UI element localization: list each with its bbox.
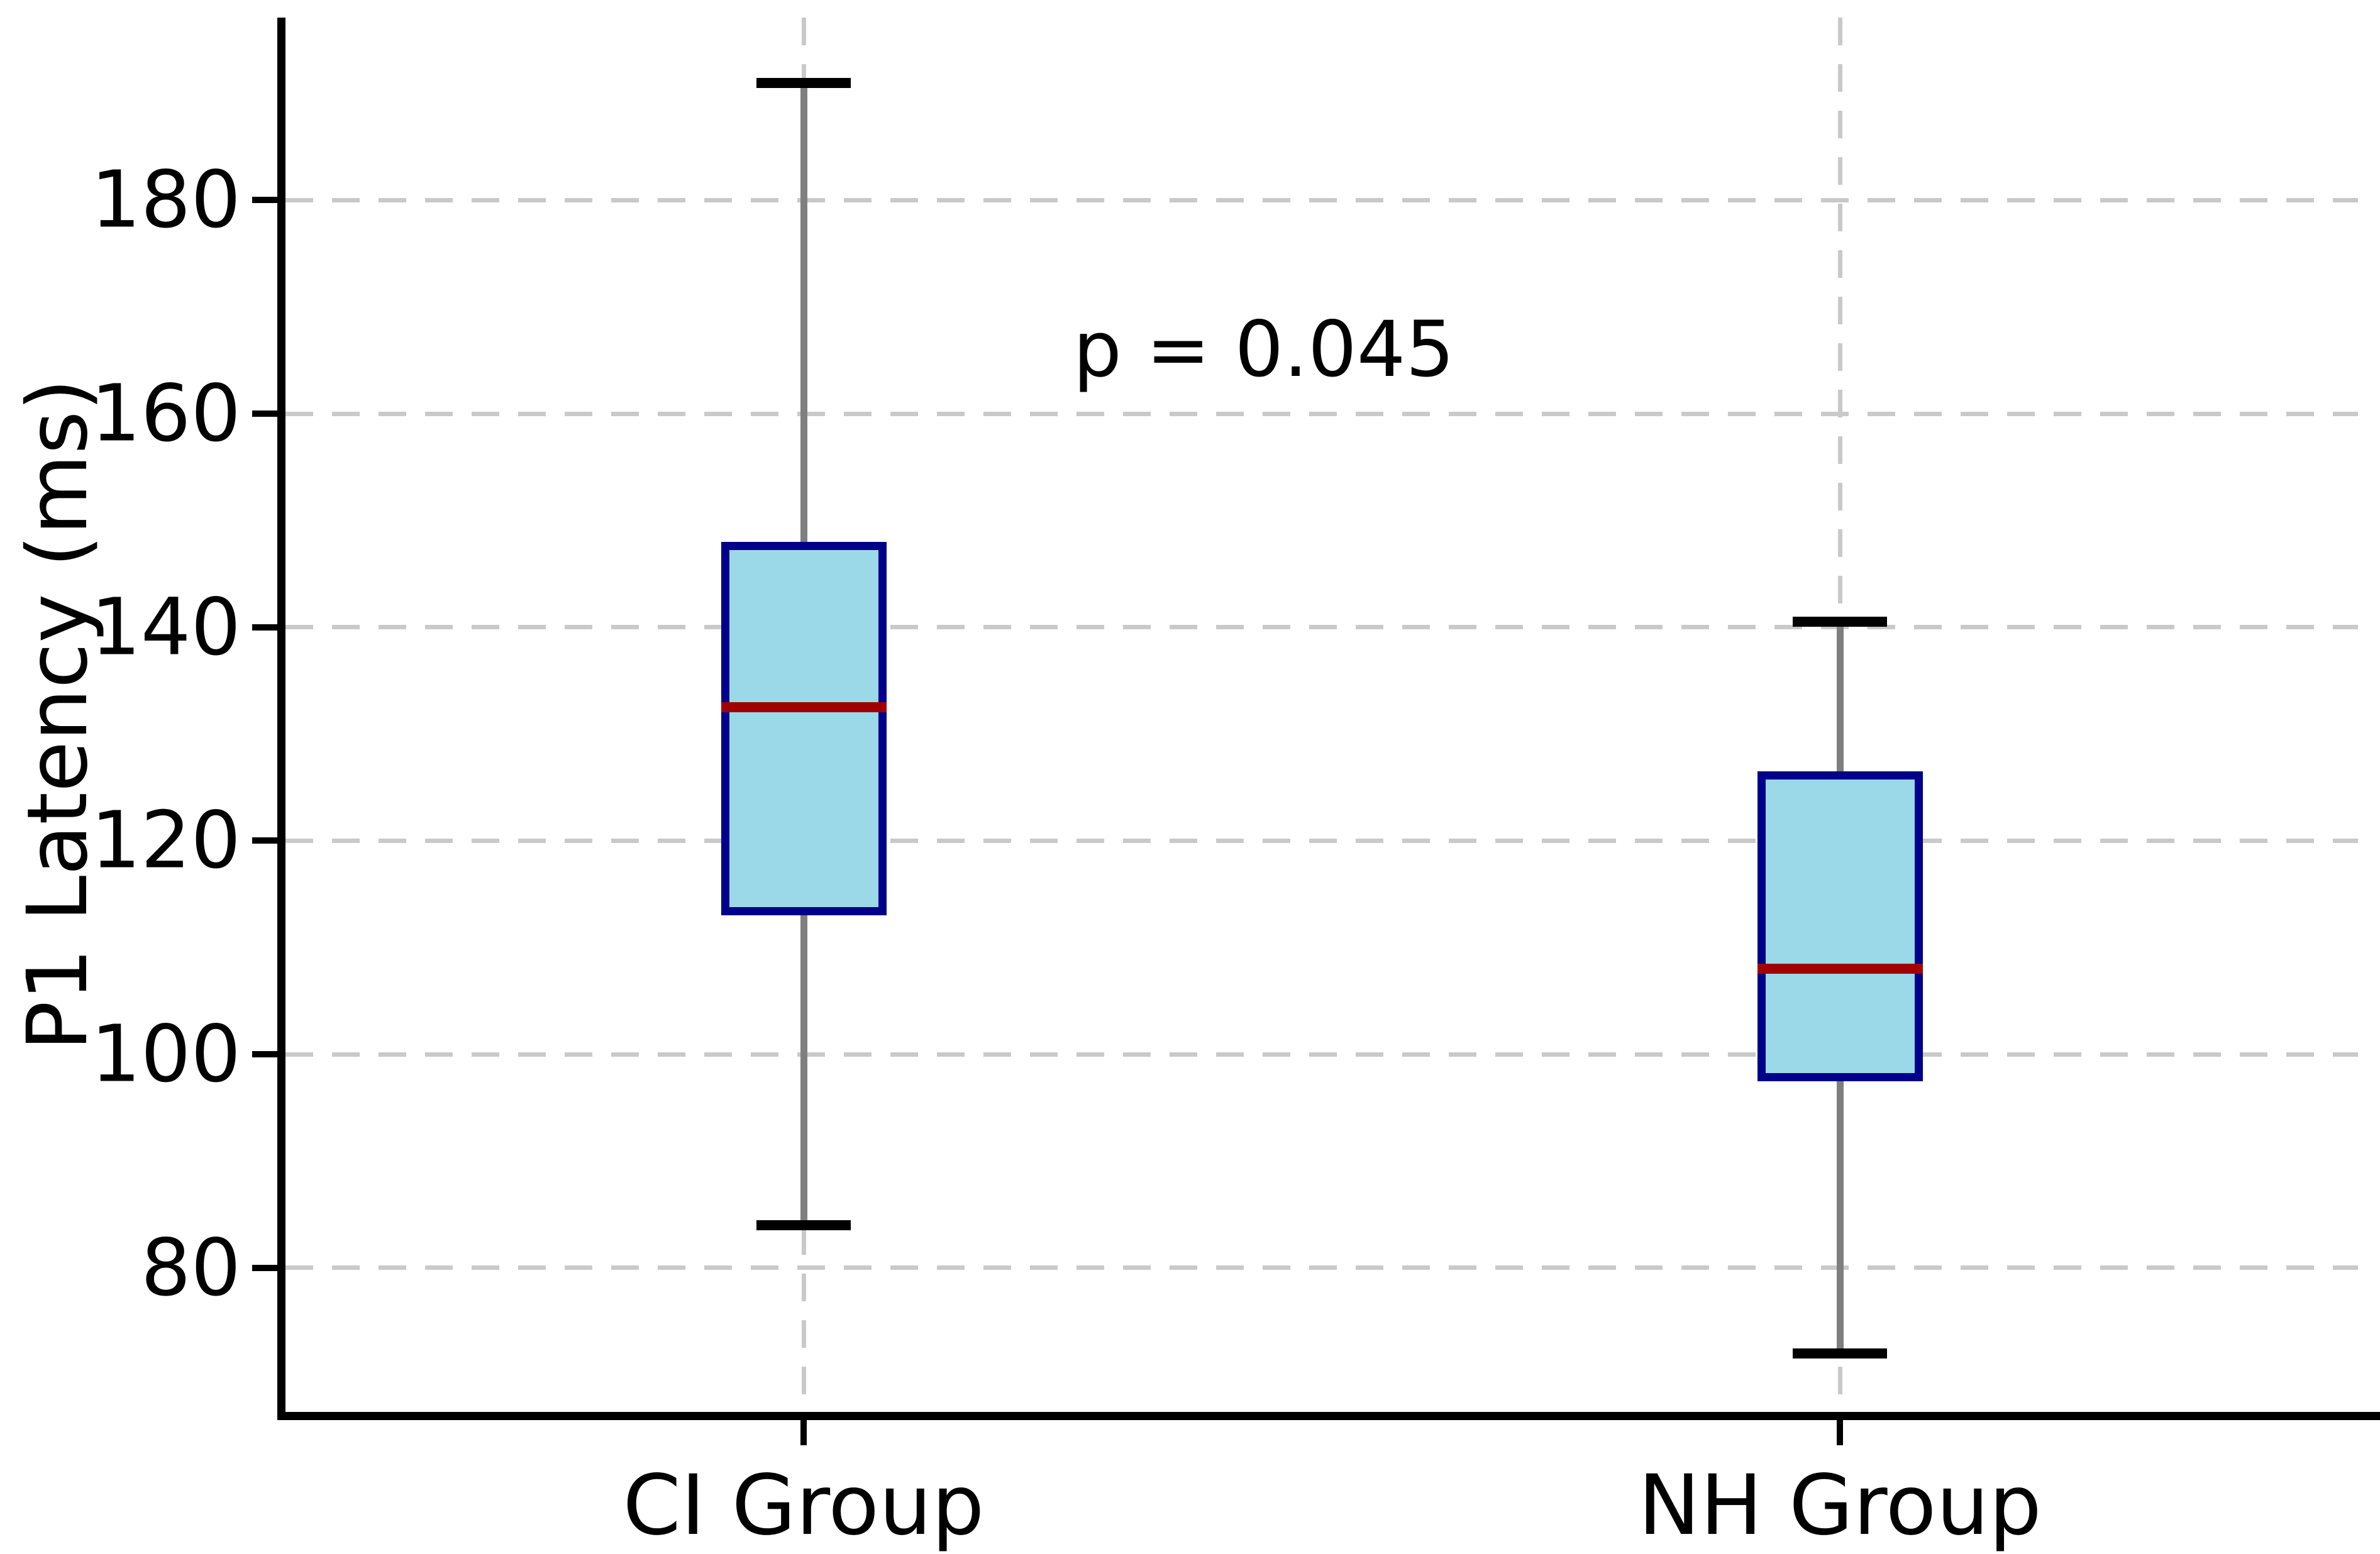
ytick-80 (252, 1264, 277, 1271)
hgridline-140 (285, 625, 2358, 630)
hgridline-180 (285, 197, 2358, 202)
ytick-120 (252, 837, 277, 844)
ytick-label-180: 180 (91, 154, 241, 246)
hgridline-120 (285, 838, 2358, 843)
p-value-annotation: p = 0.045 (1073, 305, 1454, 395)
ytick-label-160: 160 (91, 368, 241, 460)
median-nh-group (1757, 964, 1923, 974)
ytick-100 (252, 1051, 277, 1058)
box-ci-group (721, 541, 887, 916)
cap-high-ci-group (756, 77, 851, 88)
ytick-140 (252, 624, 277, 631)
xtick-ci-group (800, 1420, 807, 1445)
box-nh-group (1757, 771, 1923, 1081)
y-axis-spine (277, 18, 285, 1420)
x-axis-spine (277, 1412, 2380, 1420)
hgridline-100 (285, 1052, 2358, 1057)
ytick-label-100: 100 (91, 1008, 241, 1100)
ytick-label-80: 80 (140, 1222, 241, 1314)
xtick-label-nh-group: NH Group (1638, 1457, 2042, 1554)
y-axis-label: P1 Latency (ms) (9, 378, 106, 1051)
ytick-label-140: 140 (91, 581, 241, 673)
hgridline-80 (285, 1265, 2358, 1270)
xtick-nh-group (1837, 1420, 1843, 1445)
xtick-label-ci-group: CI Group (623, 1457, 985, 1554)
cap-low-nh-group (1793, 1348, 1887, 1358)
median-ci-group (721, 702, 887, 713)
hgridline-160 (285, 411, 2358, 416)
cap-high-nh-group (1793, 617, 1887, 627)
ytick-label-120: 120 (91, 795, 241, 886)
ytick-180 (252, 197, 277, 204)
cap-low-ci-group (756, 1220, 851, 1230)
ytick-160 (252, 411, 277, 417)
